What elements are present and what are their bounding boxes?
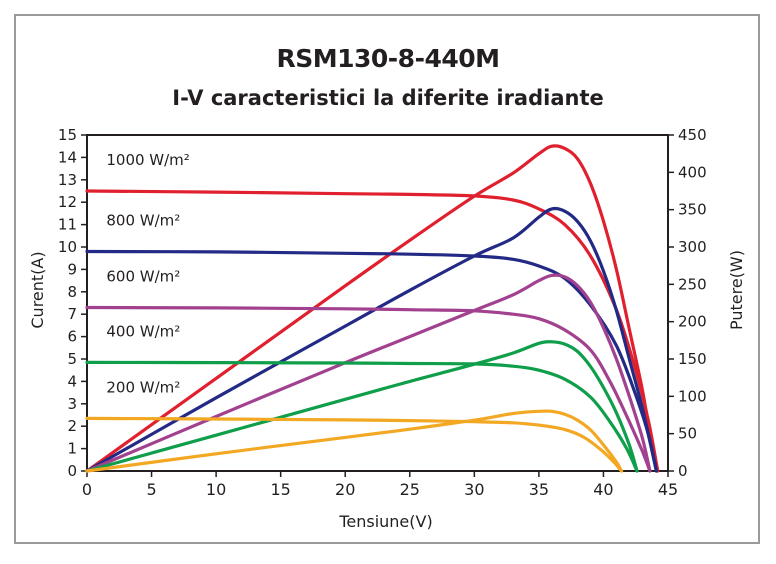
y-left-tick-label: 11 [58, 216, 77, 234]
series-label-600: 600 W/m² [106, 267, 180, 285]
series-group [85, 144, 660, 473]
chart-title: RSM130-8-440M [276, 44, 500, 73]
y-right-tick-label: 150 [678, 350, 707, 368]
y-right-tick-label: 400 [678, 163, 707, 181]
y-left-tick-label: 0 [67, 462, 77, 480]
y-right-tick-label: 200 [678, 313, 707, 331]
y-right-tick-label: 350 [678, 201, 707, 219]
y-left-tick-label: 9 [67, 260, 77, 278]
x-tick-label: 30 [464, 480, 484, 499]
series-label-1000: 1000 W/m² [106, 151, 189, 169]
y-left-tick-label: 8 [67, 283, 77, 301]
power-curve-600 [85, 273, 652, 473]
x-tick-label: 15 [270, 480, 290, 499]
x-axis-ticks: 0 5 10 15 20 25 30 35 40 45 [82, 471, 678, 499]
power-curve-1000 [85, 144, 660, 473]
y-left-tick-label: 1 [67, 440, 77, 458]
y-axis-right-label: Putere(W) [727, 250, 746, 330]
y-left-tick-label: 2 [67, 417, 77, 435]
y-left-tick-label: 13 [58, 171, 77, 189]
x-axis-label: Tensiune(V) [338, 512, 432, 531]
y-left-tick-label: 10 [58, 238, 77, 256]
y-right-tick-label: 450 [678, 126, 707, 144]
y-left-tick-label: 12 [58, 193, 77, 211]
chart-subtitle: I-V caracteristici la diferite iradiante [172, 86, 604, 110]
series-label-400: 400 W/m² [106, 322, 180, 340]
power-curve-400 [85, 340, 639, 473]
x-tick-label: 10 [206, 480, 226, 499]
y-left-tick-label: 6 [67, 328, 77, 346]
x-tick-label: 35 [529, 480, 549, 499]
x-tick-label: 20 [335, 480, 355, 499]
y-left-tick-label: 4 [67, 372, 77, 390]
y-axis-right-ticks: 0 50 100 150 200 250 300 350 400 450 [668, 126, 707, 480]
y-left-tick-label: 5 [67, 350, 77, 368]
power-curve-800 [85, 206, 658, 473]
series-label-200: 200 W/m² [106, 378, 180, 396]
y-left-tick-label: 15 [58, 126, 77, 144]
x-tick-label: 25 [400, 480, 420, 499]
y-left-tick-label: 7 [67, 305, 77, 323]
x-tick-label: 5 [146, 480, 156, 499]
x-tick-label: 45 [658, 480, 678, 499]
y-left-tick-label: 14 [58, 148, 77, 166]
current-curve-1000 [85, 189, 660, 473]
y-left-tick-label: 3 [67, 395, 77, 413]
y-right-tick-label: 300 [678, 238, 707, 256]
series-label-800: 800 W/m² [106, 211, 180, 229]
plot-area [86, 134, 669, 472]
y-right-tick-label: 0 [678, 462, 688, 480]
y-axis-left-label: Curent(A) [28, 251, 47, 328]
power-curve-200 [85, 409, 624, 473]
y-right-tick-label: 250 [678, 275, 707, 293]
x-tick-label: 40 [593, 480, 613, 499]
y-right-tick-label: 50 [678, 425, 697, 443]
current-curve-400 [85, 360, 639, 473]
y-right-tick-label: 100 [678, 387, 707, 405]
current-curve-200 [85, 416, 624, 473]
series-labels: 1000 W/m² 800 W/m² 600 W/m² 400 W/m² 200 W/m… [106, 151, 189, 396]
x-tick-label: 0 [82, 480, 92, 499]
current-curve-800 [85, 249, 658, 473]
current-curve-600 [85, 305, 652, 473]
